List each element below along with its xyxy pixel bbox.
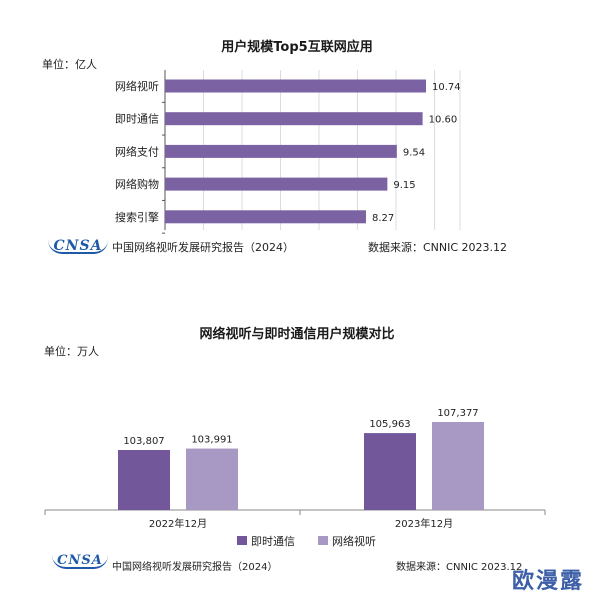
bar xyxy=(432,422,484,510)
category-tick-label: 搜索引擎 xyxy=(115,210,159,224)
data-label: 9.54 xyxy=(403,147,425,158)
bar xyxy=(165,210,366,224)
category-tick-label: 即时通信 xyxy=(115,113,159,126)
legend-label-im: 即时通信 xyxy=(251,535,295,548)
bar xyxy=(364,433,416,510)
cnsa-logo: CNSA xyxy=(48,239,108,254)
bar xyxy=(186,448,238,510)
data-label: 105,963 xyxy=(369,419,410,430)
chart2-unit-label: 单位：万人 xyxy=(44,345,99,358)
data-label: 10.60 xyxy=(429,115,458,126)
chart2-title: 网络视听与即时通信用户规模对比 xyxy=(199,327,395,342)
cnsa-logo-2: CNSA xyxy=(52,554,108,569)
category-tick-label: 2023年12月 xyxy=(395,517,453,530)
legend-label-video: 网络视听 xyxy=(332,535,376,548)
chart1-bar-chart: 网络视听 10.74 即时通信 10.60 网络支付 9.54 网络购物 9.15 搜索引擎 8.… xyxy=(115,70,461,234)
bar xyxy=(165,177,388,191)
footer-data-source-2: 数据来源：CNNIC 2023.12 xyxy=(396,562,523,573)
cnsa-logo-text-2: CNSA xyxy=(52,554,108,569)
data-label: 8.27 xyxy=(372,213,394,224)
chart2-bar-chart: 103,807 103,991 2022年12月 105,963 107,377 2023… xyxy=(44,408,546,530)
data-label: 9.15 xyxy=(393,180,415,191)
chart1-unit-label: 单位：亿人 xyxy=(42,58,97,71)
footer-report-name-2: 中国网络视听发展研究报告（2024） xyxy=(112,562,278,573)
data-label: 103,991 xyxy=(191,435,232,446)
category-tick-label: 网络支付 xyxy=(115,144,159,158)
data-label: 103,807 xyxy=(123,436,164,447)
category-tick-label: 2022年12月 xyxy=(149,517,207,530)
category-tick-label: 网络购物 xyxy=(115,177,159,191)
footer-data-source: 数据来源：CNNIC 2023.12 xyxy=(368,241,508,254)
legend-swatch-video xyxy=(318,536,328,545)
footer-report-name: 中国网络视听发展研究报告（2024） xyxy=(112,241,294,254)
bar xyxy=(165,112,423,126)
data-label: 10.74 xyxy=(432,82,461,93)
watermark-text: 欧漫露 xyxy=(512,569,585,594)
cnsa-logo-text: CNSA xyxy=(48,239,108,254)
bar xyxy=(165,144,397,158)
chart1-title: 用户规模Top5互联网应用 xyxy=(221,40,373,55)
bar xyxy=(165,79,426,93)
legend-swatch-im xyxy=(237,536,247,545)
data-label: 107,377 xyxy=(437,408,478,419)
bar xyxy=(118,450,170,510)
category-tick-label: 网络视听 xyxy=(115,79,159,93)
